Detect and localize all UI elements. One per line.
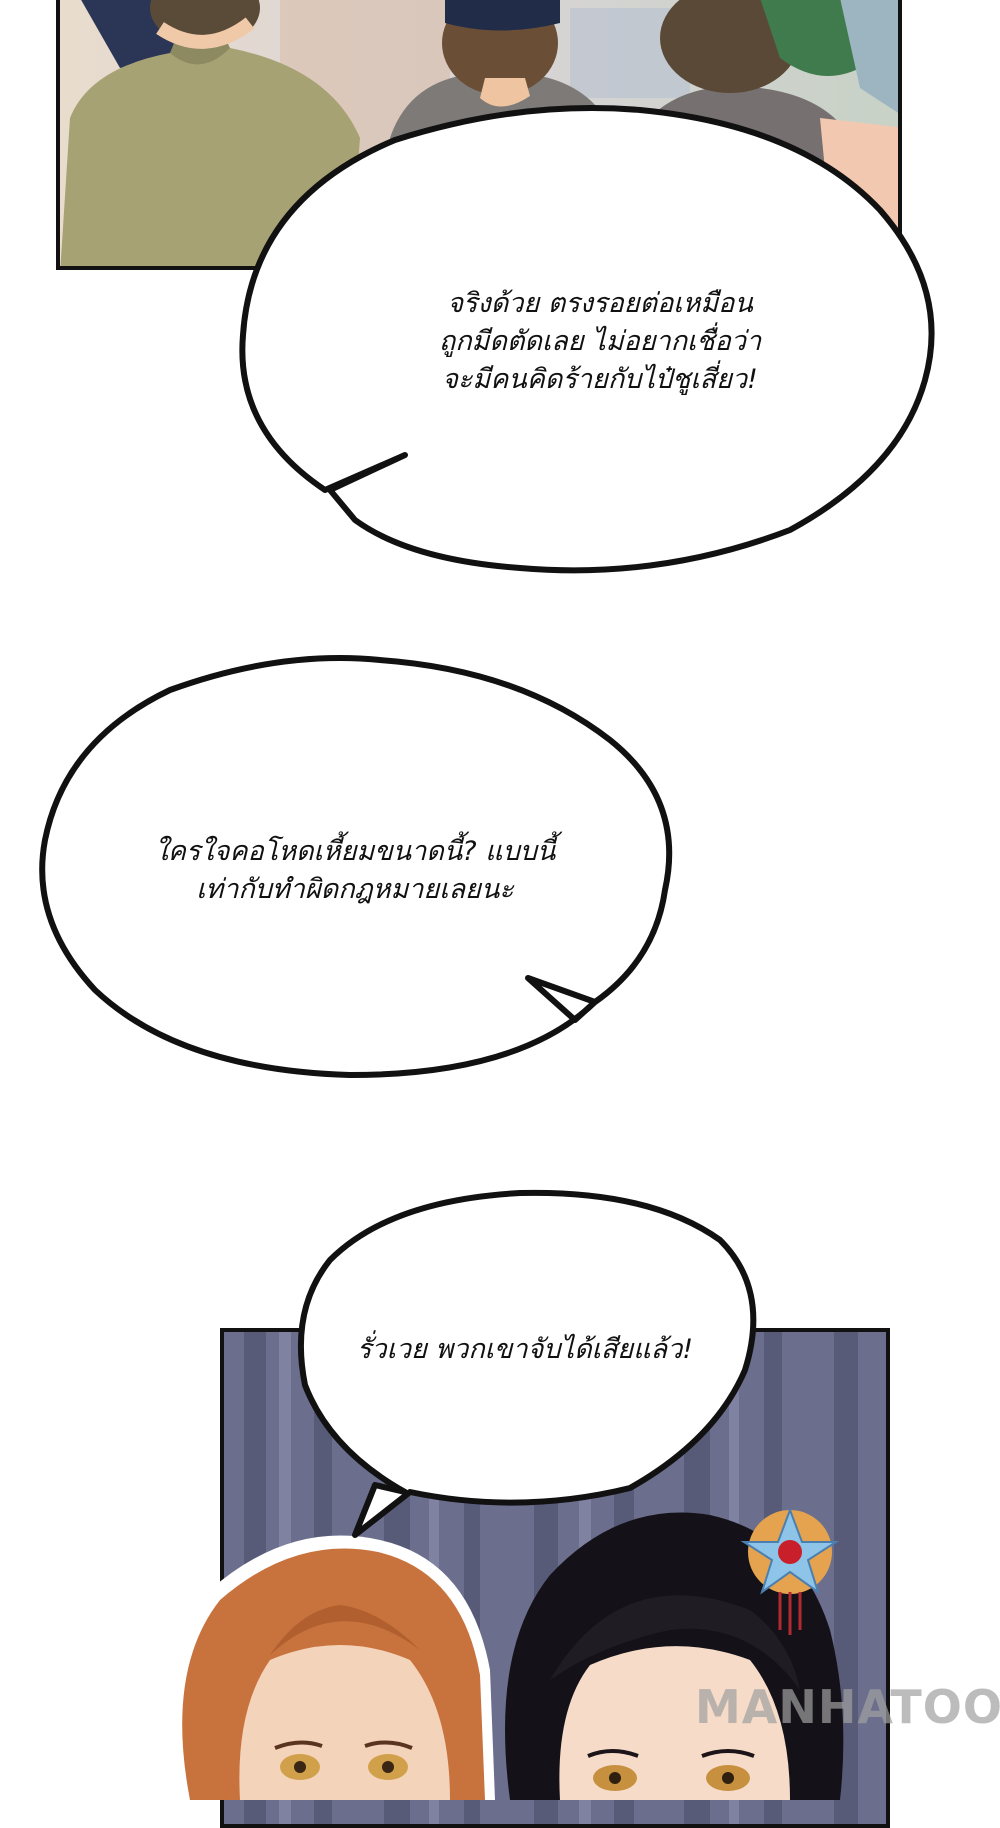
watermark: MANHATOON — [695, 1680, 1000, 1734]
women-figures — [170, 1507, 844, 1800]
bubble-1-text: จริงด้วย ตรงรอยต่อเหมือน ถูกมีดตัดเลย ไม… — [380, 285, 820, 399]
bubble-1-line-2: ถูกมีดตัดเลย ไม่อยากเชื่อว่า — [438, 326, 762, 357]
bubble-1-line-1: จริงด้วย ตรงรอยต่อเหมือน — [447, 288, 753, 319]
bubble-1-line-3: จะมีคนคิดร้ายกับไป๋ชูเสี่ยว! — [442, 364, 758, 395]
bubble-3-text: รั่วเวย พวกเขาจับได้เสียแล้ว! — [335, 1331, 715, 1369]
speech-bubble-2 — [39, 655, 673, 1078]
bubble-2-text: ใครใจคอโหดเหี้ยมขนาดนี้? แบบนี้ เท่ากับท… — [125, 833, 585, 909]
speech-bubble-1 — [239, 105, 935, 574]
bubble-2-line-2: เท่ากับทำผิดกฎหมายเลยนะ — [196, 874, 514, 905]
speech-bubble-3 — [297, 1189, 757, 1538]
bubble-3-line-1: รั่วเวย พวกเขาจับได้เสียแล้ว! — [356, 1334, 694, 1365]
bubble-2-line-1: ใครใจคอโหดเหี้ยมขนาดนี้? แบบนี้ — [154, 836, 556, 867]
